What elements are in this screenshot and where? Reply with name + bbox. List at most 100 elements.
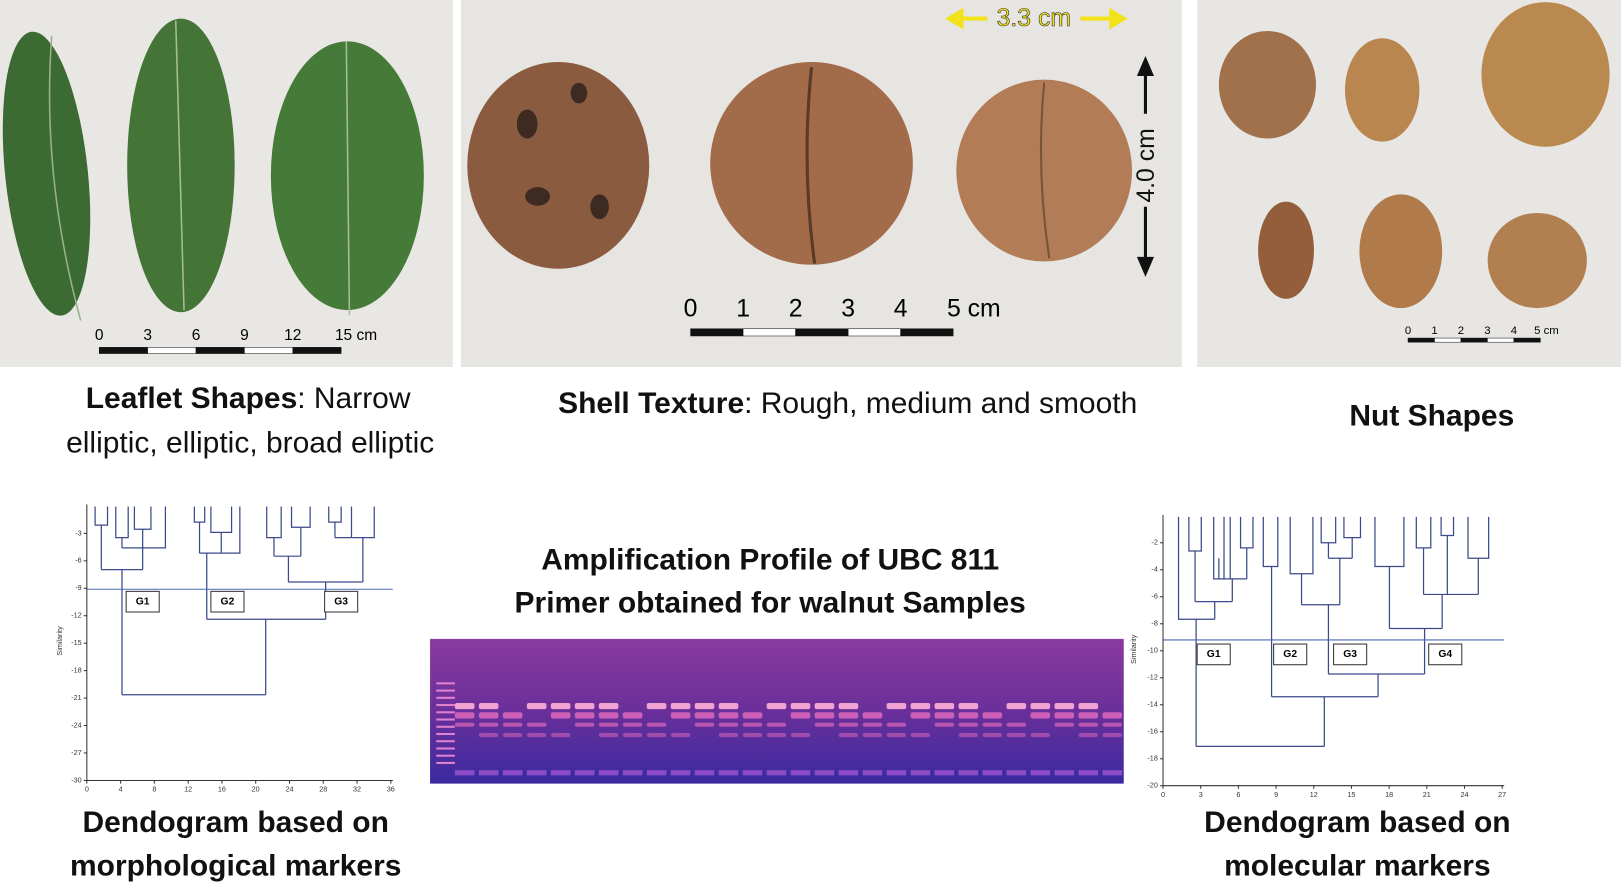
gel-band: [622, 712, 643, 719]
y-tick-label: -18: [71, 666, 81, 675]
gel-well: [598, 770, 619, 776]
gel-band: [862, 712, 883, 719]
gel-band: [622, 722, 643, 727]
gel-band: [694, 722, 715, 727]
scale-label: 12: [284, 327, 301, 344]
gel-well: [982, 770, 1003, 776]
gel-title: Amplification Profile of UBC 811: [541, 543, 999, 576]
y-tick-label: -9: [75, 583, 81, 592]
gel-band: [1102, 712, 1123, 719]
gel-band: [910, 732, 931, 738]
scale-label: 3: [841, 296, 855, 323]
ladder-band: [436, 725, 455, 728]
dimension-arrows: [944, 7, 1155, 277]
y-tick-label: -12: [71, 611, 81, 620]
gel-band: [958, 702, 979, 710]
x-tick-label: 32: [353, 785, 361, 794]
gel-band: [526, 702, 547, 710]
gel-band: [454, 712, 475, 719]
gel-band: [886, 702, 907, 710]
gel-band: [502, 722, 523, 727]
gel-well: [1006, 770, 1027, 776]
gel-band: [574, 712, 595, 719]
gel-band: [1102, 732, 1123, 738]
gel-band: [718, 722, 739, 727]
ladder-band: [436, 761, 455, 764]
gel-band: [958, 712, 979, 719]
gel-band: [526, 722, 547, 727]
y-tick-label: -20: [1147, 781, 1157, 790]
gel-well: [478, 770, 499, 776]
group-box: [125, 590, 160, 613]
gel-well: [1030, 770, 1051, 776]
gel-band: [814, 702, 835, 710]
scale-segment: [147, 347, 197, 354]
gel-band: [1078, 702, 1099, 710]
gel-well: [718, 770, 739, 776]
group-box: [1273, 643, 1308, 666]
ladder-band: [436, 754, 455, 757]
group-label: G3: [1343, 649, 1357, 660]
group-label: G1: [1207, 649, 1221, 660]
gel-band: [958, 722, 979, 727]
gel-image: [430, 638, 1124, 784]
y-axis-label: Similarity: [55, 626, 64, 656]
gel-band: [1030, 712, 1051, 719]
gel-band: [646, 722, 667, 727]
ladder-band: [436, 711, 455, 714]
ladder-band: [436, 682, 455, 685]
scale-segment: [847, 328, 901, 337]
height-label: 4.0 cm: [1133, 128, 1160, 202]
gel-band: [910, 702, 931, 710]
dendrogram-caption: molecular markers: [1224, 849, 1491, 882]
ladder-band: [436, 732, 455, 736]
nuts: [1218, 2, 1610, 309]
scale-segment: [742, 328, 796, 337]
x-tick-label: 0: [1161, 790, 1165, 799]
gel-band: [1078, 732, 1099, 738]
gel-well: [526, 770, 547, 776]
scale-segment: [292, 347, 342, 354]
scale-label: 0: [95, 327, 104, 344]
group-box: [1196, 643, 1231, 666]
gel-title: Primer obtained for walnut Samples: [515, 587, 1026, 620]
scale-label: 1: [1431, 325, 1437, 337]
x-tick-label: 18: [1385, 790, 1393, 799]
gel-band: [814, 722, 835, 727]
gel-well: [670, 770, 691, 776]
group-box: [1428, 643, 1463, 666]
group-box: [210, 590, 245, 613]
gel-band: [574, 722, 595, 727]
scale-segment: [1407, 337, 1435, 343]
gel-band: [454, 722, 475, 727]
scale-segment: [244, 347, 294, 354]
ladder-band: [436, 696, 455, 699]
gel-band: [478, 702, 499, 710]
gel-band: [478, 722, 499, 727]
scale-segment: [795, 328, 849, 337]
gel-band: [598, 732, 619, 738]
gel-well: [958, 770, 979, 776]
gel-band: [478, 732, 499, 738]
gel-band: [526, 732, 547, 738]
x-tick-label: 3: [1199, 790, 1203, 799]
y-tick-label: -16: [1147, 727, 1157, 736]
gel-band: [502, 732, 523, 738]
gel-band: [670, 702, 691, 710]
y-tick-label: -8: [1151, 619, 1157, 628]
gel-well: [1078, 770, 1099, 776]
shell-caption: Shell Texture: Rough, medium and smooth: [558, 387, 1137, 420]
gel-well: [502, 770, 523, 776]
gel-band: [598, 722, 619, 727]
gel-well: [934, 770, 955, 776]
ladder-band: [436, 747, 455, 750]
gel-band: [646, 732, 667, 738]
walnuts: [467, 62, 1133, 269]
y-tick-label: -4: [1151, 565, 1157, 574]
gel-band: [886, 722, 907, 727]
gel-band: [694, 712, 715, 719]
x-tick-label: 24: [1460, 790, 1468, 799]
gel-band: [574, 702, 595, 710]
gel-band: [670, 732, 691, 738]
ladder-band: [436, 689, 455, 692]
